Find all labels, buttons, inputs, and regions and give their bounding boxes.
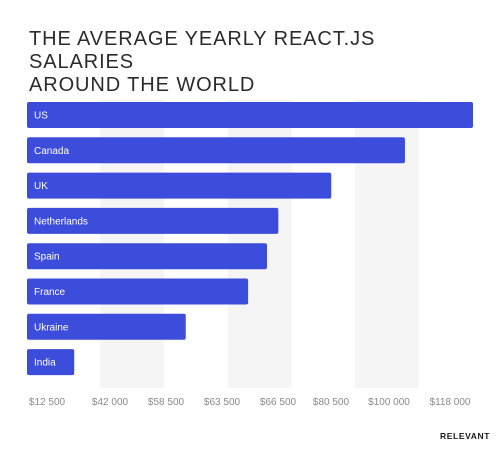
bar-label-spain: Spain bbox=[34, 252, 60, 263]
bar-us bbox=[27, 102, 473, 128]
bar-india bbox=[27, 349, 75, 376]
x-tick-label: $42 000 bbox=[92, 397, 129, 408]
x-tick-label: $12 500 bbox=[29, 397, 66, 408]
bar-labels: US Canada UK Netherlands Spain France Ukraine I… bbox=[34, 111, 88, 369]
bar-netherlands bbox=[27, 207, 279, 234]
bar-label-canada: Canada bbox=[34, 146, 69, 157]
x-tick-label: $63 500 bbox=[204, 397, 241, 408]
bar-uk bbox=[27, 172, 332, 199]
bar-france bbox=[27, 278, 249, 305]
bar-canada bbox=[27, 137, 405, 164]
bar-ukraine bbox=[27, 313, 186, 340]
brand-logo: RELEVANT bbox=[440, 431, 490, 441]
bar-label-ukraine: Ukraine bbox=[34, 322, 69, 333]
title-line-2: AROUND THE WORLD bbox=[29, 74, 256, 96]
chart-title: THE AVERAGE YEARLY REACT.JS SALARIES ARO… bbox=[29, 28, 479, 97]
bars bbox=[27, 102, 473, 376]
bar-label-us: US bbox=[34, 111, 48, 122]
x-tick-label: $66 500 bbox=[260, 397, 297, 408]
x-tick-label: $100 000 bbox=[368, 397, 410, 408]
bar-spain bbox=[27, 243, 268, 270]
bar-label-india: India bbox=[34, 358, 56, 369]
bar-label-uk: UK bbox=[34, 181, 48, 192]
x-tick-labels: $12 500 $42 000 $58 500 $63 500 $66 500 $80 5… bbox=[29, 397, 471, 408]
bar-label-france: France bbox=[34, 287, 66, 298]
x-tick-label: $118 000 bbox=[430, 397, 471, 408]
x-tick-label: $80 500 bbox=[313, 397, 350, 408]
x-tick-label: $58 500 bbox=[148, 397, 185, 408]
title-line-1: THE AVERAGE YEARLY REACT.JS SALARIES bbox=[29, 28, 376, 73]
bar-label-netherlands: Netherlands bbox=[34, 216, 88, 227]
